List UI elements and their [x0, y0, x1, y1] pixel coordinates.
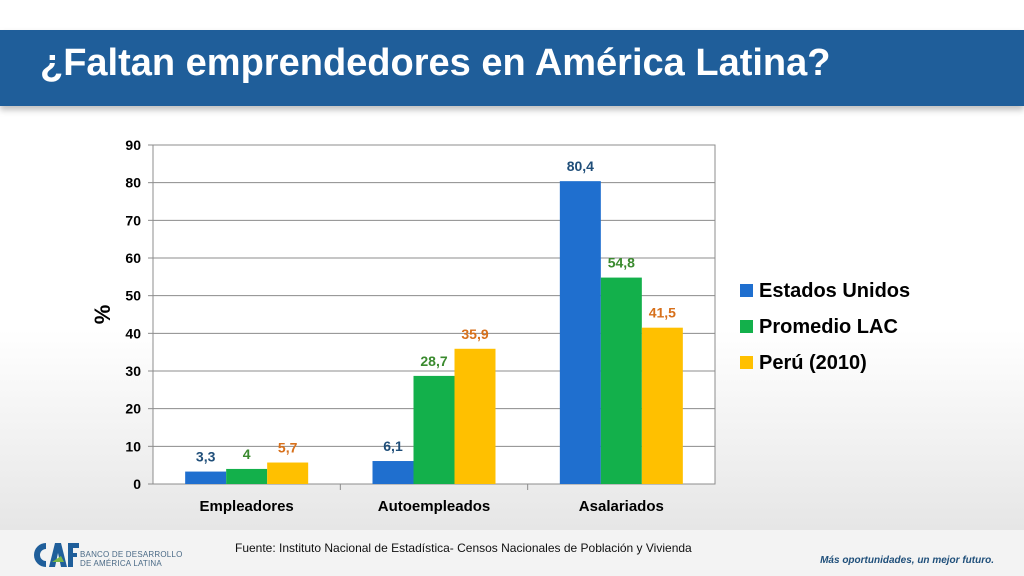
data-label: 4: [243, 446, 251, 462]
organization-line-2: DE AMÉRICA LATINA: [80, 559, 162, 568]
footer-strip: [0, 530, 1024, 576]
legend-label: Promedio LAC: [759, 316, 898, 338]
bar: [226, 468, 268, 484]
y-tick-label: 60: [125, 250, 141, 266]
y-tick-label: 70: [125, 212, 141, 228]
x-tick-label: Asalariados: [579, 498, 664, 515]
legend-swatch: [740, 356, 753, 369]
y-tick-label: 50: [125, 288, 141, 304]
y-tick-label: 10: [125, 438, 141, 454]
bar: [267, 462, 309, 484]
source-note: Fuente: Instituto Nacional de Estadístic…: [235, 541, 692, 555]
y-tick-label: 20: [125, 401, 141, 417]
data-label: 41,5: [649, 305, 676, 321]
x-tick-label: Empleadores: [200, 498, 294, 515]
y-tick-label: 30: [125, 363, 141, 379]
legend-label: Estados Unidos: [759, 280, 910, 302]
bar: [641, 327, 683, 484]
caf-logo: [34, 543, 79, 567]
data-label: 3,3: [196, 449, 216, 465]
slogan: Más oportunidades, un mejor futuro.: [820, 555, 994, 566]
bar: [413, 375, 455, 484]
y-tick-label: 80: [125, 175, 141, 191]
bar: [454, 348, 496, 484]
bar: [600, 277, 642, 484]
y-tick-label: 0: [133, 476, 141, 492]
bar: [559, 181, 601, 484]
legend-swatch: [740, 284, 753, 297]
data-label: 6,1: [383, 438, 403, 454]
bar: [185, 471, 227, 484]
slide-title: ¿Faltan emprendedores en América Latina?: [40, 42, 831, 84]
legend-label: Perú (2010): [759, 352, 867, 374]
data-label: 35,9: [461, 326, 488, 342]
organization-line-1: BANCO DE DESARROLLO: [80, 550, 183, 559]
y-tick-label: 40: [125, 325, 141, 341]
organization-name: BANCO DE DESARROLLO DE AMÉRICA LATINA: [80, 550, 183, 568]
data-label: 28,7: [420, 353, 447, 369]
data-label: 80,4: [567, 158, 594, 174]
y-axis-label: %: [90, 305, 115, 325]
x-tick-label: Autoempleados: [378, 498, 491, 515]
data-label: 5,7: [278, 440, 298, 456]
legend-swatch: [740, 320, 753, 333]
title-bar: [0, 30, 1024, 106]
bar: [372, 461, 414, 484]
data-label: 54,8: [608, 255, 635, 271]
y-tick-label: 90: [125, 137, 141, 153]
